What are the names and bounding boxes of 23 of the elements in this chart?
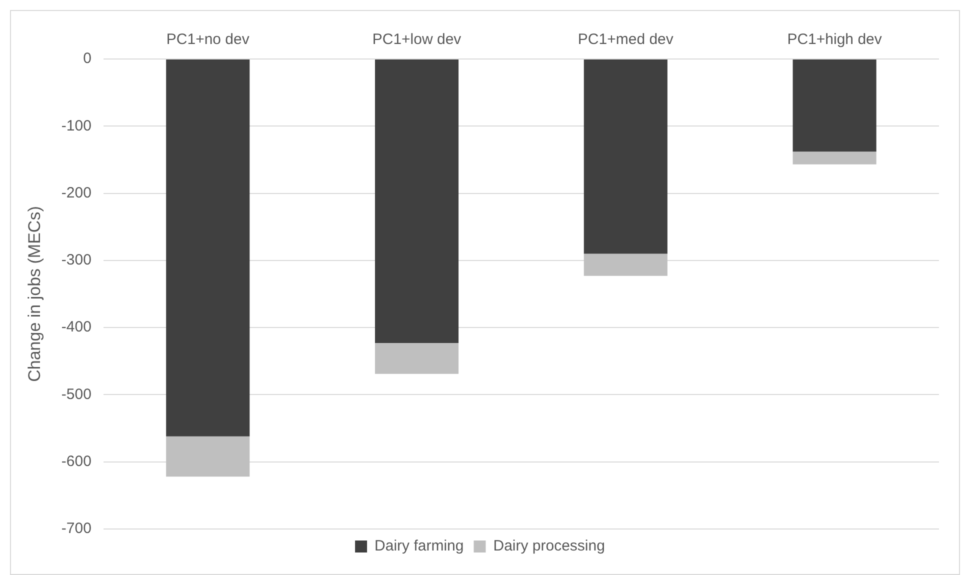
legend-label: Dairy farming	[374, 538, 464, 555]
bar	[584, 254, 668, 276]
bar	[374, 343, 459, 374]
y-tick-label: -500	[61, 386, 92, 403]
legend-label: Dairy processing	[493, 538, 605, 555]
x-tick-label: PC1+high dev	[787, 31, 882, 48]
bar	[792, 152, 876, 164]
x-tick-label: PC1+med dev	[578, 31, 674, 48]
y-tick-label: -300	[61, 252, 92, 269]
y-tick-label: -100	[61, 117, 92, 134]
x-tick-label: PC1+low dev	[372, 31, 462, 48]
y-tick-label: -400	[61, 318, 92, 336]
y-tick-label: -200	[61, 184, 92, 202]
y-tick-label: 0	[83, 50, 92, 68]
bar	[792, 60, 876, 152]
bar	[584, 60, 668, 254]
bar	[166, 60, 250, 436]
bar	[374, 60, 459, 344]
y-axis-title: Change in jobs (MECs)	[24, 206, 44, 382]
x-tick-label: PC1+no dev	[166, 31, 250, 48]
bar	[166, 436, 250, 477]
y-tick-label: -600	[61, 453, 92, 470]
y-tick-label: -700	[61, 520, 92, 538]
